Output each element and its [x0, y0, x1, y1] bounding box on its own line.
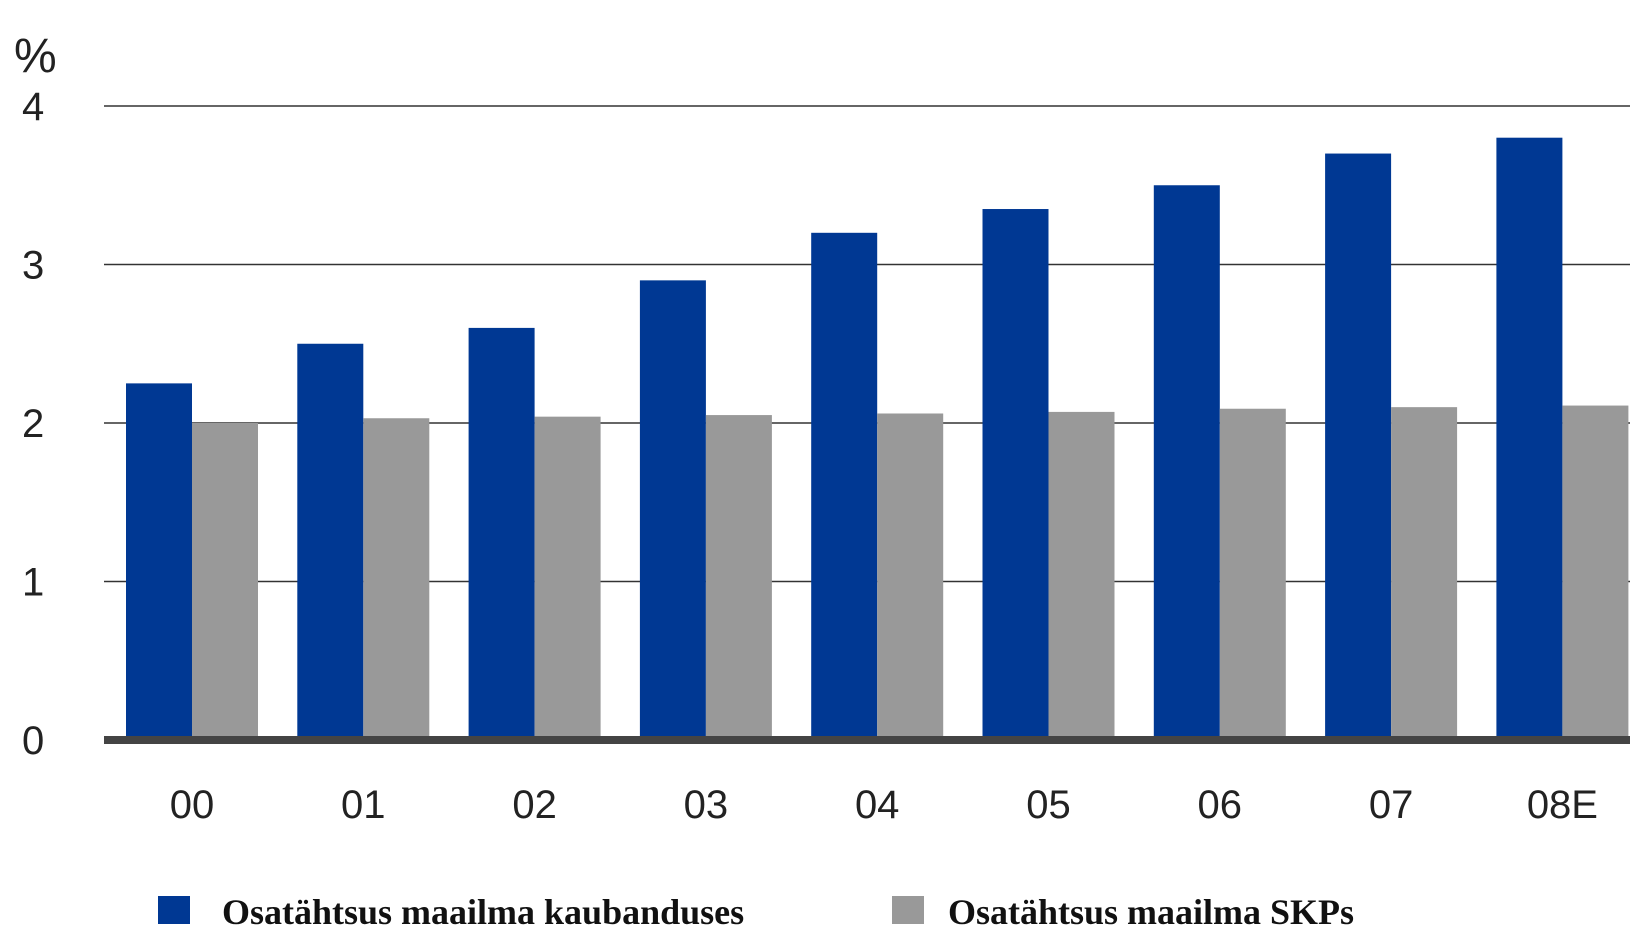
y-tick-label-0: 0: [22, 719, 44, 763]
bar-gdp-01: [363, 418, 430, 740]
legend-swatch-gdp: [892, 896, 924, 924]
legend-label-gdp: Osatähtsus maailma SKPs: [948, 892, 1354, 928]
y-tick-label-4: 4: [22, 85, 44, 129]
bar-gdp-06: [1219, 408, 1286, 740]
bar-gdp-00: [192, 423, 258, 740]
bar-gdp-08E: [1562, 405, 1629, 740]
x-tick-label-05: 05: [1026, 783, 1071, 827]
bar-gdp-07: [1391, 407, 1458, 740]
bar-trade-00: [126, 383, 192, 740]
y-unit-label: %: [14, 30, 57, 83]
bar-trade-02: [468, 327, 535, 740]
x-tick-label-00: 00: [170, 783, 215, 827]
y-tick-label-2: 2: [22, 402, 44, 446]
bar-trade-07: [1325, 153, 1392, 741]
x-tick-label-07: 07: [1369, 783, 1414, 827]
bar-trade-04: [811, 232, 878, 741]
x-tick-label-04: 04: [855, 783, 900, 827]
legend-swatch-trade: [158, 896, 190, 924]
y-tick-label-1: 1: [22, 561, 44, 605]
bar-trade-05: [982, 209, 1049, 740]
legend: Osatähtsus maailma kaubanduses Osatähtsu…: [158, 892, 1354, 928]
legend-label-trade: Osatähtsus maailma kaubanduses: [222, 892, 744, 928]
bar-gdp-04: [877, 413, 944, 740]
x-tick-label-06: 06: [1198, 783, 1243, 827]
bar-gdp-05: [1048, 411, 1115, 740]
x-tick-label-01: 01: [341, 783, 386, 827]
bar-trade-08E: [1496, 137, 1563, 740]
bars: [126, 137, 1629, 741]
bar-trade-06: [1153, 185, 1220, 740]
x-tick-label-08E: 08E: [1527, 783, 1598, 827]
bar-trade-01: [297, 343, 364, 740]
bar-gdp-02: [534, 416, 601, 740]
x-tick-labels: 00 01 02 03 04 05 06 07 08E: [170, 783, 1598, 827]
bar-trade-03: [639, 280, 706, 740]
x-tick-label-02: 02: [512, 783, 557, 827]
x-tick-label-03: 03: [684, 783, 729, 827]
y-tick-label-3: 3: [22, 244, 44, 288]
bar-gdp-03: [705, 415, 772, 740]
y-tick-labels: 0 1 2 3 4: [22, 85, 44, 763]
